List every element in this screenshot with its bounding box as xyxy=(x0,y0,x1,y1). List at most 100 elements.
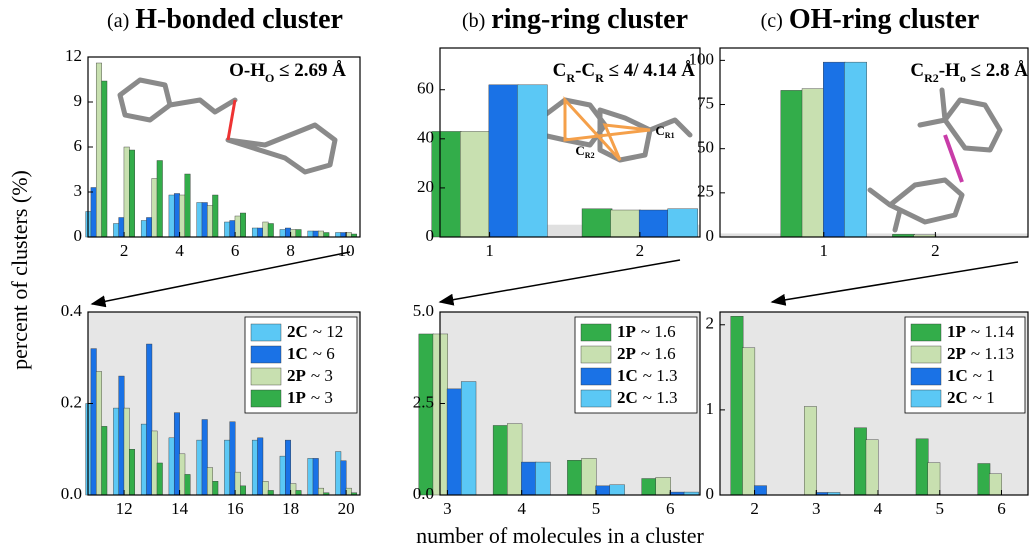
bar xyxy=(285,440,291,495)
bar xyxy=(596,486,611,495)
x-tick-label: 2 xyxy=(636,241,645,260)
legend-swatch xyxy=(581,346,611,363)
y-tick-label: 25 xyxy=(697,182,714,201)
x-tick-label: 20 xyxy=(338,499,355,518)
bar xyxy=(928,463,940,495)
bar xyxy=(335,452,341,495)
y-tick-label: 60 xyxy=(417,79,434,98)
y-tick-label: 9 xyxy=(74,91,83,110)
bar xyxy=(535,462,550,495)
bar xyxy=(432,131,462,237)
bar xyxy=(113,224,119,238)
bar xyxy=(129,449,135,495)
bar xyxy=(157,161,163,238)
x-tick-label: 6 xyxy=(231,241,240,260)
panel-label: (a) xyxy=(107,10,129,32)
bar xyxy=(240,213,246,237)
y-tick-label: 6 xyxy=(74,136,83,155)
bar xyxy=(318,488,324,495)
annotation: CR-CR ≤ 4/ 4.14 Å xyxy=(553,60,696,84)
legend-name: 2P xyxy=(287,366,306,385)
bar xyxy=(280,456,286,495)
bar xyxy=(280,230,286,238)
legend-note: ~ 1.13 xyxy=(971,344,1014,363)
legend-name: 2P xyxy=(947,344,966,363)
y-tick-label: 0.4 xyxy=(61,301,83,320)
y-tick-label: 2 xyxy=(706,314,715,333)
legend-note: ~ 1 xyxy=(973,388,995,407)
bar xyxy=(313,458,319,495)
y-tick-label: 0 xyxy=(706,484,715,503)
y-tick-label: 0 xyxy=(426,226,435,245)
bar xyxy=(169,438,175,495)
panel-name: ring-ring cluster xyxy=(491,4,688,35)
bar xyxy=(521,462,536,495)
y-tick-label: 20 xyxy=(417,177,434,196)
bar xyxy=(489,85,519,237)
bar xyxy=(252,228,258,237)
x-tick-label: 1 xyxy=(820,241,829,260)
bar xyxy=(268,490,274,495)
bar xyxy=(230,422,236,495)
legend-name: 2C xyxy=(617,388,638,407)
bar xyxy=(610,485,625,495)
text-part: O xyxy=(265,71,274,85)
legend-name: 1C xyxy=(287,344,308,363)
x-tick-label: 18 xyxy=(282,499,299,518)
legend-swatch xyxy=(911,346,941,363)
y-tick-label: 40 xyxy=(417,128,434,147)
bar xyxy=(517,85,547,237)
bar xyxy=(212,195,218,237)
text-part: -C xyxy=(575,60,595,81)
text-part: -H xyxy=(939,60,960,81)
bar xyxy=(129,150,135,237)
bar xyxy=(916,439,928,495)
text-part: ≤ 2.69 Å xyxy=(274,60,346,81)
bar xyxy=(335,233,341,238)
x-tick-label: 14 xyxy=(171,499,189,518)
bar xyxy=(804,406,816,495)
bar xyxy=(224,222,230,237)
bar xyxy=(313,231,319,237)
x-tick-label: 1 xyxy=(485,241,494,260)
legend-swatch xyxy=(581,368,611,385)
bar xyxy=(507,424,522,495)
legend-name: 2P xyxy=(617,344,636,363)
bar xyxy=(152,431,158,495)
bar xyxy=(461,382,476,495)
bar xyxy=(257,438,263,495)
zoom-arrow xyxy=(92,252,350,304)
legend-swatch xyxy=(251,324,281,341)
bar xyxy=(978,464,990,495)
bar xyxy=(119,218,125,238)
bar xyxy=(91,349,97,495)
x-tick-label: 3 xyxy=(443,499,452,518)
legend-swatch xyxy=(911,324,941,341)
y-tick-label: 0.2 xyxy=(61,392,82,411)
text-part: ≤ 4/ 4.14 Å xyxy=(604,60,695,81)
x-tick-label: 3 xyxy=(812,499,821,518)
molecule-c xyxy=(870,90,1000,230)
x-tick-label: 5 xyxy=(592,499,601,518)
bar xyxy=(308,458,314,495)
legend-note: ~ 3 xyxy=(311,366,333,385)
bar xyxy=(235,216,241,237)
legend-swatch xyxy=(581,390,611,407)
panel-name: OH-ring cluster xyxy=(789,4,980,35)
x-tick-label: 2 xyxy=(931,241,940,260)
bar xyxy=(113,408,119,495)
bar xyxy=(91,188,97,238)
legend-swatch xyxy=(911,368,941,385)
text-part: O-H xyxy=(229,60,265,81)
legend-name: 1C xyxy=(617,366,638,385)
y-axis-label: percent of clusters (%) xyxy=(7,170,32,370)
bar xyxy=(157,463,163,495)
x-tick-label: 6 xyxy=(997,499,1006,518)
bar xyxy=(447,389,462,495)
legend-name: 1P xyxy=(617,322,636,341)
bar xyxy=(346,233,352,238)
bar xyxy=(743,348,755,495)
page: percent of clusters (%) number of molecu… xyxy=(0,0,1032,551)
bar xyxy=(285,228,291,237)
text-part: R2 xyxy=(924,71,939,85)
